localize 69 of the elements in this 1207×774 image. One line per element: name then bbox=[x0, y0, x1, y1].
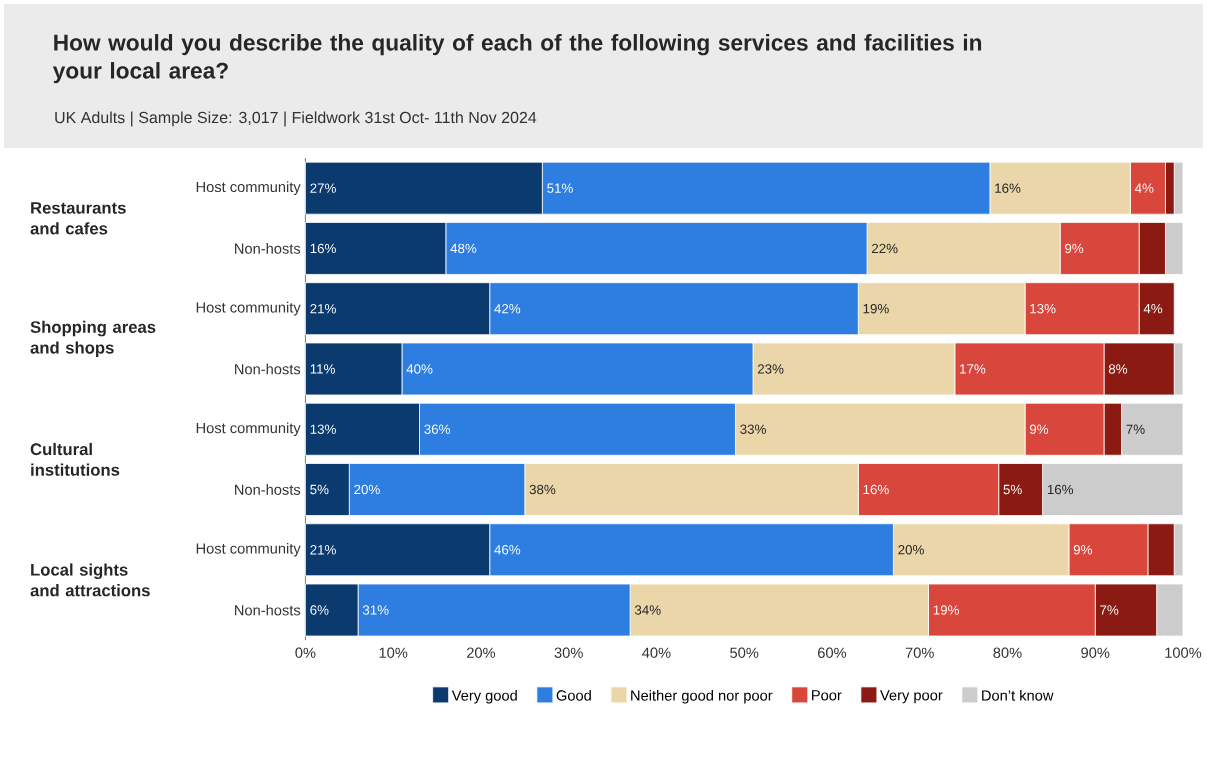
legend-label: Very poor bbox=[880, 690, 943, 704]
x-tick-label: 10% bbox=[379, 647, 408, 659]
y-tick-label: Non-hosts bbox=[235, 484, 301, 496]
text: Shopping areas and shops bbox=[30, 320, 156, 358]
text: Cultural institutions bbox=[30, 443, 120, 477]
data-label: 5% bbox=[1003, 485, 1022, 495]
y-tick-label: Host community bbox=[196, 422, 301, 437]
data-label: 9% bbox=[1029, 424, 1049, 435]
data-label: 19% bbox=[863, 304, 889, 314]
x-tick-label: 90% bbox=[1081, 647, 1110, 659]
data-label: 23% bbox=[757, 364, 784, 374]
data-label: 17% bbox=[960, 364, 986, 374]
data-label: 38% bbox=[529, 485, 556, 495]
y-tick-label: Non-hosts bbox=[235, 243, 301, 255]
data-label: 19% bbox=[933, 605, 959, 615]
data-label: 9% bbox=[1065, 243, 1084, 254]
data-label: 20% bbox=[354, 485, 380, 495]
data-label: 21% bbox=[310, 304, 336, 314]
y-tick-label: Host community bbox=[196, 181, 301, 196]
x-tick-label: 30% bbox=[554, 647, 583, 659]
data-label: 9% bbox=[1073, 545, 1092, 555]
data-label: 11% bbox=[310, 364, 335, 374]
legend-label: Neither good nor poor bbox=[631, 690, 773, 704]
text: Restaurants and cafes bbox=[30, 202, 126, 235]
data-label: 13% bbox=[310, 424, 336, 435]
legend-label: Don’t know bbox=[982, 690, 1054, 701]
x-tick-label: 20% bbox=[466, 647, 496, 659]
data-label: 34% bbox=[634, 605, 661, 615]
x-tick-label: 40% bbox=[642, 647, 671, 659]
data-label: 16% bbox=[1047, 485, 1074, 495]
data-label: 8% bbox=[1108, 364, 1128, 374]
chart-subtitle: UK Adults | Sample Size: 3,017 | Fieldwork 31st Oct- 11th Nov 2024 bbox=[55, 111, 537, 127]
data-label: 16% bbox=[310, 243, 336, 254]
data-label: 6% bbox=[310, 605, 329, 615]
x-tick-label: 0% bbox=[295, 647, 316, 659]
text: Local sights and attractions bbox=[30, 563, 150, 597]
data-label: 48% bbox=[450, 243, 477, 254]
data-label: 31% bbox=[362, 605, 389, 615]
data-label: 16% bbox=[995, 183, 1021, 194]
legend-label: Good bbox=[556, 690, 591, 701]
data-label: 4% bbox=[1143, 304, 1163, 314]
data-label: 20% bbox=[898, 545, 924, 555]
x-tick-label: 100% bbox=[1165, 647, 1202, 659]
chart-title: How would you describe the quality of each of the following services and facilities in your local area? bbox=[52, 34, 982, 84]
data-label: 7% bbox=[1126, 424, 1145, 435]
y-tick-label: Host community bbox=[196, 302, 301, 316]
data-label: 7% bbox=[1100, 605, 1119, 615]
x-tick-label: 50% bbox=[730, 647, 759, 659]
data-label: 21% bbox=[310, 545, 336, 555]
legend-label: Poor bbox=[812, 690, 842, 701]
data-label: 13% bbox=[1030, 304, 1056, 314]
data-label: 40% bbox=[406, 364, 433, 374]
data-label: 36% bbox=[424, 424, 451, 435]
data-label: 5% bbox=[310, 485, 329, 495]
data-label: 27% bbox=[310, 183, 336, 194]
data-label: 51% bbox=[547, 183, 573, 194]
legend-label: Very good bbox=[451, 690, 517, 704]
y-tick-label: Host community bbox=[196, 543, 301, 557]
x-tick-label: 70% bbox=[905, 647, 934, 659]
x-tick-label: 80% bbox=[993, 647, 1022, 659]
data-label: 22% bbox=[872, 243, 898, 254]
data-label: 4% bbox=[1134, 183, 1154, 194]
data-label: 42% bbox=[494, 304, 521, 314]
y-tick-label: Non-hosts bbox=[235, 363, 301, 375]
y-tick-label: Non-hosts bbox=[235, 604, 301, 616]
data-label: 16% bbox=[863, 485, 889, 495]
data-label: 33% bbox=[740, 424, 766, 435]
data-label: 46% bbox=[494, 545, 521, 555]
x-tick-label: 60% bbox=[818, 647, 847, 659]
